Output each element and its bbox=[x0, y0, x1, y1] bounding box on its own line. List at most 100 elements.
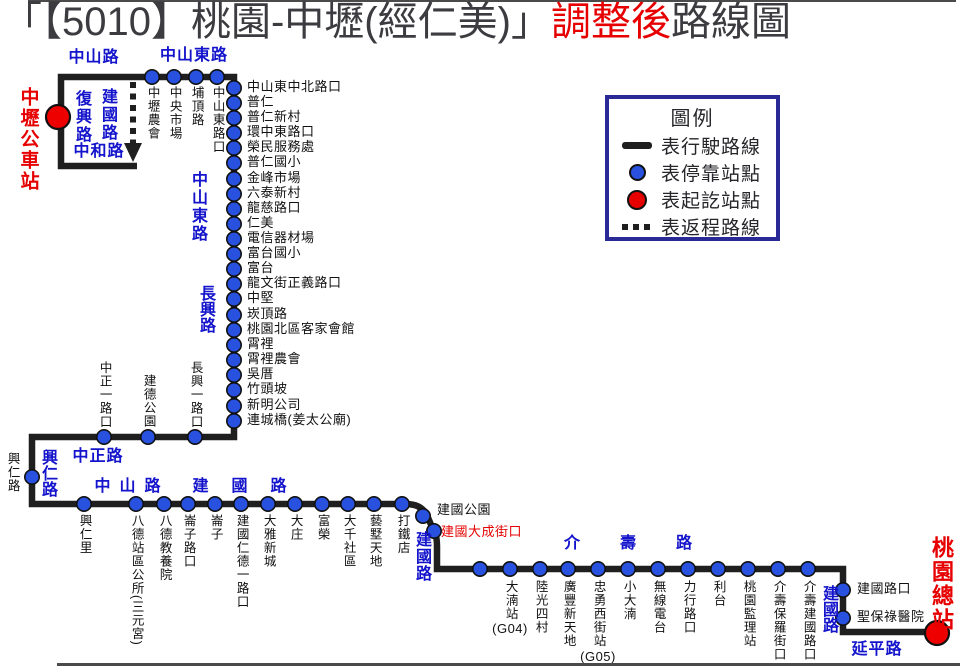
stop-dot bbox=[226, 186, 243, 203]
stop-label: 中山東中北路口 bbox=[247, 79, 342, 94]
stop-dot bbox=[156, 495, 173, 512]
title-close-bracket: 」 bbox=[510, 0, 551, 44]
stop-label: 八德教養院 bbox=[157, 514, 172, 582]
stop-dot bbox=[226, 155, 243, 172]
stop-dot bbox=[23, 468, 40, 485]
stop-label: 大庄 bbox=[288, 514, 303, 541]
stop-label: 無線電台 bbox=[651, 580, 666, 634]
road-name-label: 延平路 bbox=[851, 641, 903, 658]
stop-label: 長興一路口 bbox=[188, 360, 203, 429]
stop-dot bbox=[649, 560, 666, 577]
top-border-line bbox=[28, 0, 956, 2]
stop-label: 中山東路口 bbox=[210, 86, 225, 154]
stop-code-label: (G05) bbox=[580, 649, 616, 664]
legend-item-stop: 表停靠站點 bbox=[609, 159, 776, 186]
road-name-label: 建國路 bbox=[192, 478, 310, 495]
stop-dot bbox=[226, 80, 243, 97]
stop-dot bbox=[834, 609, 851, 626]
stop-dot bbox=[226, 366, 243, 383]
legend-item-terminal: 表起訖站點 bbox=[609, 186, 776, 213]
stop-label: 大千社區 bbox=[341, 514, 356, 568]
stop-dot bbox=[365, 495, 382, 512]
road-name-label: 建國路 bbox=[99, 88, 116, 142]
road-name-label: 建國路 bbox=[413, 531, 430, 582]
stop-dot bbox=[286, 495, 303, 512]
road-name-label: 建國路 bbox=[820, 585, 837, 633]
stop-dot bbox=[259, 495, 276, 512]
stop-label: 中堅 bbox=[247, 290, 275, 305]
stop-label: 桃園北區客家會館 bbox=[247, 321, 356, 336]
stop-dot bbox=[226, 246, 243, 263]
stop-dot bbox=[226, 381, 243, 398]
stop-dot bbox=[140, 428, 157, 445]
stop-label: 仁美 bbox=[247, 215, 275, 230]
legend-box: 圖例 表行駛路線 表停靠站點 表起訖站點 表返程路線 bbox=[605, 95, 780, 241]
stop-label: 小大湳 bbox=[621, 580, 636, 621]
stop-label: 富榮 bbox=[315, 514, 330, 541]
road-name-label: 興仁路 bbox=[39, 449, 56, 497]
stop-dot bbox=[226, 306, 243, 323]
stop-dot bbox=[226, 275, 243, 292]
title-suffix: 路線圖 bbox=[670, 0, 791, 44]
stop-dot bbox=[531, 560, 548, 577]
stop-label: 忠勇西街站 bbox=[591, 580, 606, 648]
stop-dot bbox=[207, 495, 224, 512]
stop-dot bbox=[471, 560, 488, 577]
stop-dot bbox=[226, 260, 243, 277]
stop-dot bbox=[589, 560, 606, 577]
stop-dot bbox=[339, 495, 356, 512]
stop-label: 霄裡 bbox=[247, 336, 275, 351]
stop-dot bbox=[769, 560, 786, 577]
stop-label: 桃園監理站 bbox=[741, 580, 756, 648]
road-name-label: 中山東路 bbox=[189, 171, 206, 243]
stop-label: 金峰市場 bbox=[247, 170, 302, 185]
stop-label: 埔頂路 bbox=[189, 86, 204, 127]
road-name-label: 中山路 bbox=[94, 478, 170, 495]
title-open-bracket: 「 bbox=[2, 0, 42, 44]
stop-dot bbox=[501, 560, 518, 577]
stop-label: 陸光四村 bbox=[533, 580, 548, 634]
stop-label: 廣豐新天地 bbox=[561, 580, 576, 648]
stop-dot bbox=[180, 495, 197, 512]
stop-label: 力行路口 bbox=[681, 580, 696, 634]
legend-item-return: 表返程路線 bbox=[609, 213, 776, 240]
legend-item-route: 表行駛路線 bbox=[609, 132, 776, 159]
stop-code-label: (G04) bbox=[492, 621, 528, 636]
stop-label: 吳厝 bbox=[247, 366, 275, 381]
stop-label: 中正一路口 bbox=[97, 360, 112, 429]
stop-dot bbox=[709, 560, 726, 577]
stop-dot bbox=[209, 69, 226, 86]
stop-label: 建國公園 bbox=[437, 502, 492, 517]
stop-label: 聖保祿醫院 bbox=[857, 609, 925, 624]
stop-label: 富台 bbox=[247, 260, 275, 275]
stop-dot bbox=[226, 171, 243, 188]
stop-dot bbox=[188, 69, 205, 86]
stop-dot bbox=[226, 290, 243, 307]
stop-dot bbox=[226, 412, 243, 429]
stop-label: 建國仁德一路口 bbox=[234, 514, 249, 609]
stop-dot bbox=[144, 69, 161, 86]
stop-label: 中壢農會 bbox=[145, 86, 160, 140]
stop-label: 八德站區公所(三元宮) bbox=[129, 514, 144, 646]
stop-dot bbox=[619, 560, 636, 577]
stop-label: 普仁新村 bbox=[247, 109, 302, 124]
stop-dot bbox=[414, 507, 431, 524]
stop-label: 崁頂路 bbox=[247, 306, 288, 321]
stop-dot bbox=[739, 560, 756, 577]
stop-dot bbox=[226, 321, 243, 338]
stop-label: 新明公司 bbox=[247, 397, 302, 412]
road-name-label: 中山路 bbox=[68, 49, 120, 66]
stop-label: 大湳站 bbox=[503, 580, 518, 621]
terminal-dot-icon bbox=[619, 189, 655, 210]
stop-dot bbox=[226, 397, 243, 414]
stop-label: 榮民服務處 bbox=[247, 139, 315, 154]
road-name-label: 中正路 bbox=[72, 448, 124, 465]
stop-label: 電信器材場 bbox=[247, 230, 315, 245]
stop-label: 興仁里 bbox=[77, 514, 92, 555]
stop-dot bbox=[226, 231, 243, 248]
stop-label: 藝墅天地 bbox=[367, 514, 382, 568]
return-line-icon bbox=[619, 223, 655, 230]
terminal-station-label: 中壢公車站 bbox=[17, 87, 39, 192]
stop-dot bbox=[226, 110, 243, 127]
